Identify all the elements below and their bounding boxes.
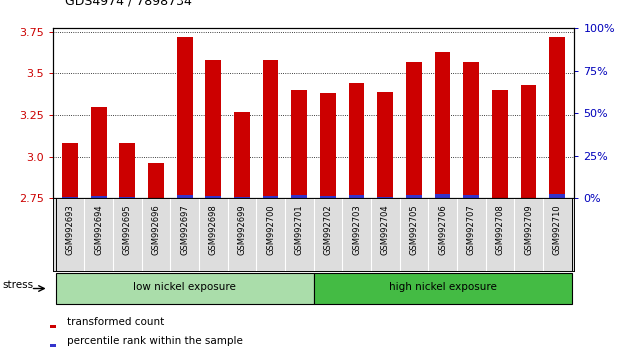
Text: GSM992708: GSM992708	[496, 204, 504, 255]
Text: GSM992693: GSM992693	[65, 204, 75, 255]
Bar	[62, 197, 78, 198]
Text: high nickel exposure: high nickel exposure	[389, 282, 497, 292]
Bar	[177, 195, 193, 198]
Text: GSM992694: GSM992694	[94, 204, 103, 255]
Text: GSM992704: GSM992704	[381, 204, 390, 255]
FancyBboxPatch shape	[314, 273, 571, 304]
Bar	[406, 195, 422, 198]
Bar	[435, 52, 450, 198]
Bar	[349, 195, 365, 198]
Bar	[435, 194, 450, 198]
Text: GSM992709: GSM992709	[524, 204, 533, 255]
Bar	[62, 143, 78, 198]
Text: GSM992706: GSM992706	[438, 204, 447, 255]
Text: GSM992705: GSM992705	[409, 204, 419, 255]
Bar	[234, 196, 250, 198]
Text: GSM992698: GSM992698	[209, 204, 218, 255]
Bar	[263, 60, 278, 198]
Bar	[119, 197, 135, 198]
Text: low nickel exposure: low nickel exposure	[133, 282, 236, 292]
Bar	[119, 143, 135, 198]
Text: GSM992701: GSM992701	[295, 204, 304, 255]
Bar	[320, 196, 336, 198]
Bar	[463, 195, 479, 198]
Text: GSM992700: GSM992700	[266, 204, 275, 255]
Text: GSM992707: GSM992707	[467, 204, 476, 255]
Bar	[177, 37, 193, 198]
Bar	[378, 92, 393, 198]
Bar	[406, 62, 422, 198]
Bar	[50, 344, 57, 347]
Text: GSM992703: GSM992703	[352, 204, 361, 255]
Text: GSM992695: GSM992695	[123, 204, 132, 255]
Bar	[234, 112, 250, 198]
Bar	[550, 37, 565, 198]
FancyBboxPatch shape	[56, 273, 314, 304]
Bar	[291, 90, 307, 198]
Bar	[291, 195, 307, 198]
Text: GDS4974 / 7898734: GDS4974 / 7898734	[65, 0, 192, 7]
Bar	[378, 197, 393, 198]
Text: stress: stress	[2, 280, 34, 290]
Bar	[91, 196, 107, 198]
Bar	[206, 60, 221, 198]
Bar	[320, 93, 336, 198]
Bar	[50, 325, 57, 328]
Bar	[148, 163, 164, 198]
Bar	[206, 196, 221, 198]
Text: GSM992710: GSM992710	[553, 204, 562, 255]
Text: GSM992697: GSM992697	[180, 204, 189, 255]
Bar	[550, 194, 565, 198]
Text: GSM992702: GSM992702	[324, 204, 332, 255]
Bar	[263, 196, 278, 198]
Bar	[520, 85, 537, 198]
Bar	[492, 90, 508, 198]
Bar	[463, 62, 479, 198]
Text: GSM992699: GSM992699	[237, 204, 247, 255]
Text: percentile rank within the sample: percentile rank within the sample	[67, 336, 243, 346]
Bar	[91, 107, 107, 198]
Bar	[349, 83, 365, 198]
Text: transformed count: transformed count	[67, 318, 165, 327]
Text: GSM992696: GSM992696	[152, 204, 160, 255]
